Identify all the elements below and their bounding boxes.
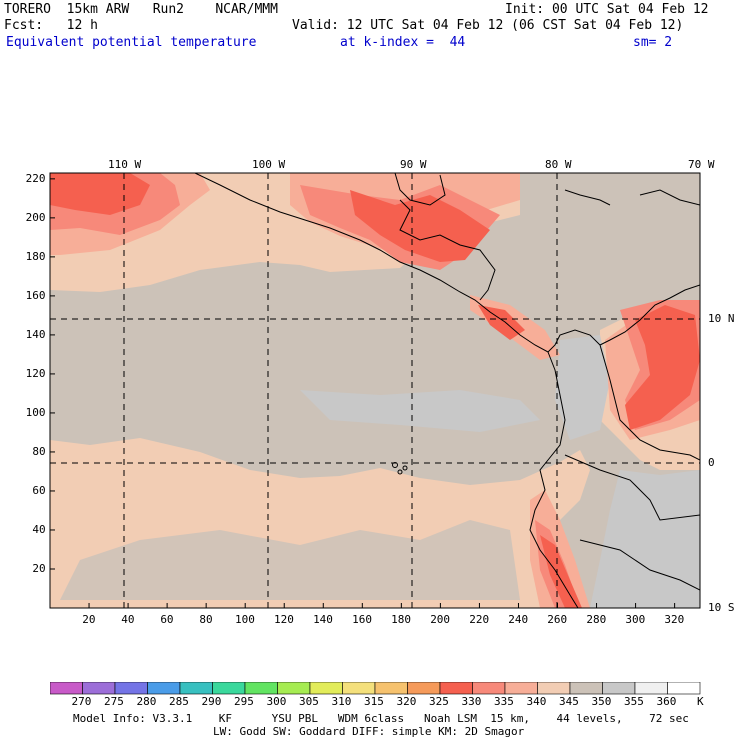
field-name: Equivalent potential temperature [6, 35, 257, 50]
y-tick-label: 40 [32, 522, 46, 536]
x-tick-label: 60 [160, 613, 174, 626]
colorbar-swatch [374, 682, 408, 695]
lon-label: 110 W [108, 158, 142, 171]
colorbar-swatch [277, 682, 311, 695]
colorbar-label: 330 [461, 695, 482, 708]
colorbar-swatch [179, 682, 213, 695]
colorbar-label: 270 [71, 695, 92, 708]
colorbar-label: 350 [591, 695, 612, 708]
ocean-cool-patch-2 [555, 335, 610, 440]
colorbar-label: 340 [526, 695, 547, 708]
lat-label: 10 N [708, 312, 735, 325]
x-tick-label: 220 [469, 613, 490, 626]
colorbar-label: 295 [234, 695, 254, 708]
smoothing-info: sm= 2 [633, 35, 673, 50]
x-tick-label: 320 [664, 613, 685, 626]
lon-label: 70 W [688, 158, 715, 171]
y-tick-label: 120 [25, 366, 46, 380]
colorbar-swatch [407, 682, 441, 695]
x-tick-label: 100 [234, 613, 255, 626]
x-tick-label: 240 [508, 613, 529, 626]
y-tick-label: 160 [25, 288, 46, 302]
model-title: TORERO 15km ARW Run2 NCAR/MMM [4, 2, 278, 17]
ocean-cool-patch [300, 390, 540, 432]
colorbar-label: 360 [656, 695, 677, 708]
colorbar-label: 325 [429, 695, 449, 708]
level-info: at k-index = 44 [340, 35, 466, 50]
lat-lon-grid [50, 173, 700, 608]
map-frame [49, 172, 701, 609]
colorbar-label: 355 [624, 695, 644, 708]
y-tick-label: 20 [32, 561, 46, 575]
band-330-peru [540, 535, 582, 608]
colorbar-label: 290 [201, 695, 222, 708]
physics-info: LW: Godd SW: Goddard DIFF: simple KM: 2D… [213, 725, 525, 738]
y-tick-label: 100 [25, 405, 46, 419]
colorbar-label: 315 [364, 695, 384, 708]
colorbar-swatch [504, 682, 538, 695]
coastlines [194, 173, 700, 608]
y-tick-label: 140 [25, 327, 46, 341]
band-330-costa [478, 305, 525, 340]
land-cool-patch [590, 470, 700, 608]
colorbar-swatch [602, 682, 636, 695]
colorbar-swatch [439, 682, 473, 695]
colorbar-swatch [309, 682, 343, 695]
y-tick-label: 200 [25, 210, 46, 224]
x-tick-label: 260 [547, 613, 568, 626]
colorbar-swatch [114, 682, 148, 695]
colorbar-swatch [472, 682, 506, 695]
colorbar-label: 300 [266, 695, 287, 708]
colorbar-swatch [147, 682, 181, 695]
colorbar-swatch [244, 682, 278, 695]
x-tick-label: 120 [274, 613, 294, 626]
colorbar-label: 345 [559, 695, 579, 708]
x-tick-label: 140 [313, 613, 333, 626]
y-tick-label: 220 [25, 171, 46, 185]
colorbar-swatch [212, 682, 246, 695]
colorbar-label: 320 [396, 695, 417, 708]
x-tick-label: 180 [391, 613, 412, 626]
colorbar-unit: K [697, 695, 704, 708]
x-tick-label: 280 [586, 613, 607, 626]
colorbar-swatch [342, 682, 376, 695]
x-tick-label: 200 [430, 613, 451, 626]
ocean-grey-south [60, 520, 520, 600]
model-info: Model Info: V3.3.1 KF YSU PBL WDM 6class… [73, 712, 689, 725]
colorbar-label: 275 [104, 695, 124, 708]
y-tick-label: 180 [25, 249, 46, 263]
x-tick-label: 20 [82, 613, 96, 626]
colorbar-label: 335 [494, 695, 514, 708]
valid-time: Valid: 12 UTC Sat 04 Feb 12 (06 CST Sat … [292, 18, 684, 33]
colorbar-swatch [667, 682, 701, 695]
band-330-colombia [625, 305, 700, 430]
band-330-nw [50, 173, 150, 215]
x-tick-label: 160 [352, 613, 372, 626]
lon-label: 100 W [252, 158, 286, 171]
colorbar-swatch [569, 682, 603, 695]
colorbar-swatch [82, 682, 116, 695]
lon-label: 80 W [545, 158, 572, 171]
x-tick-label: 80 [199, 613, 213, 626]
y-tick-label: 80 [32, 444, 46, 458]
y-tick-label: 60 [32, 483, 46, 497]
colorbar-label: 310 [331, 695, 352, 708]
colorbar-label: 285 [169, 695, 189, 708]
colorbar-label: 305 [299, 695, 319, 708]
colorbar-swatch [634, 682, 668, 695]
x-tick-label: 40 [121, 613, 135, 626]
band-330-mex [350, 190, 490, 262]
init-time: Init: 00 UTC Sat 04 Feb 12 [505, 2, 709, 17]
lat-label: 10 S [708, 601, 735, 614]
colorbar-swatch [50, 682, 83, 695]
x-tick-label: 300 [625, 613, 646, 626]
colorbar-label: 280 [136, 695, 157, 708]
lon-label: 90 W [400, 158, 427, 171]
colorbar [50, 682, 701, 695]
lat-label: 0 [708, 456, 715, 469]
forecast-hour: Fcst: 12 h [4, 18, 98, 33]
colorbar-swatch [537, 682, 571, 695]
